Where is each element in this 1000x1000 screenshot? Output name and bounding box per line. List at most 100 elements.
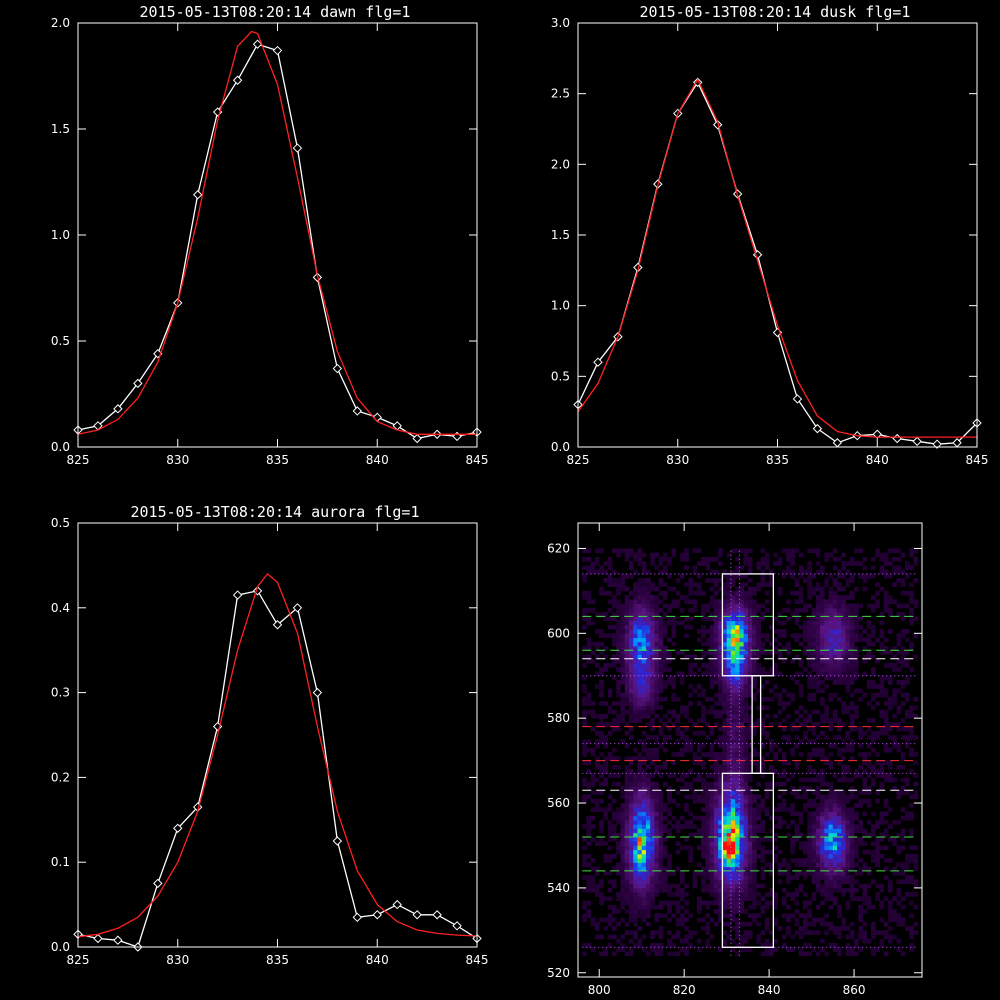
heatmap-cell: [641, 849, 647, 855]
heatmap-cell: [650, 595, 655, 600]
heatmap-cell: [786, 777, 791, 783]
heatmap-cell: [743, 832, 749, 838]
heatmap-cell: [726, 803, 732, 808]
heatmap-cell: [624, 781, 630, 787]
heatmap-cell: [824, 781, 829, 787]
heatmap-cell: [684, 556, 689, 562]
heatmap-cell: [624, 875, 630, 880]
heatmap-cell: [739, 947, 745, 952]
heatmap-cell: [586, 853, 592, 859]
heatmap-cell: [654, 735, 660, 740]
heatmap-cell: [892, 565, 897, 571]
heatmap-cell: [726, 739, 732, 745]
heatmap-cell: [658, 820, 664, 825]
heatmap-cell: [709, 858, 715, 863]
heatmap-cell: [718, 671, 723, 677]
heatmap-cell: [798, 573, 804, 579]
heatmap-cell: [650, 688, 655, 694]
heatmap-cell: [756, 565, 762, 571]
heatmap-cell: [892, 735, 897, 740]
heatmap-cell: [730, 786, 736, 791]
heatmap-cell: [718, 578, 723, 583]
heatmap-cell: [739, 616, 745, 621]
heatmap-cell: [705, 904, 711, 910]
heatmap-cell: [760, 866, 766, 872]
heatmap-cell: [815, 679, 821, 685]
heatmap-cell: [713, 828, 719, 834]
heatmap-cell: [811, 620, 817, 626]
heatmap-cell: [735, 612, 740, 617]
dawn-panel: 2015-05-13T08:20:14 dawn flg=1 825 830 835…: [51, 3, 489, 467]
heatmap-cell: [662, 870, 668, 876]
heatmap-cell: [603, 760, 609, 766]
heatmap-cell: [709, 671, 715, 677]
x-tick-label: 835: [266, 953, 289, 967]
heatmap-cell: [841, 811, 846, 817]
heatmap-cell: [896, 569, 902, 575]
heatmap-cell: [628, 849, 634, 855]
heatmap-cell: [811, 917, 817, 923]
heatmap-cell: [633, 921, 638, 927]
heatmap-cell: [752, 887, 757, 893]
heatmap-cell: [883, 866, 889, 872]
heatmap-cell: [883, 599, 889, 605]
heatmap-cell: [726, 892, 732, 897]
heatmap-cell: [739, 675, 745, 681]
heatmap-cell: [866, 790, 872, 795]
heatmap-cell: [722, 667, 728, 672]
heatmap-cell: [739, 739, 745, 745]
heatmap-cell: [854, 548, 859, 554]
heatmap-cell: [862, 781, 868, 787]
heatmap-cell: [832, 849, 838, 855]
heatmap-cell: [743, 548, 749, 554]
heatmap-cell: [828, 811, 834, 817]
heatmap-cell: [662, 696, 668, 702]
heatmap-cell: [735, 781, 740, 787]
heatmap-cell: [807, 650, 812, 655]
heatmap-cell: [892, 913, 897, 918]
heatmap-cell: [637, 688, 643, 694]
heatmap-cell: [641, 760, 647, 766]
heatmap-cell: [641, 892, 647, 897]
heatmap-cell: [815, 832, 821, 838]
heatmap-cell: [599, 612, 604, 617]
heatmap-cell: [807, 692, 812, 698]
heatmap-cell: [803, 603, 808, 609]
heatmap-cell: [709, 870, 715, 876]
heatmap-cell: [624, 637, 630, 643]
heatmap-cell: [650, 760, 655, 766]
heatmap-cell: [692, 760, 698, 766]
heatmap-cell: [696, 777, 702, 783]
heatmap-cell: [824, 841, 829, 846]
heatmap-cell: [616, 713, 621, 719]
heatmap-cell: [815, 722, 821, 728]
heatmap-cell: [803, 637, 808, 643]
heatmap-cell: [722, 641, 728, 647]
heatmap-cell: [633, 607, 638, 613]
heatmap-cell: [905, 603, 910, 609]
heatmap-cell: [616, 866, 621, 872]
heatmap-cell: [777, 870, 783, 876]
heatmap-cell: [883, 595, 889, 600]
heatmap-cell: [858, 904, 863, 910]
heatmap-cell: [611, 663, 617, 668]
heatmap-cell: [590, 599, 596, 605]
heatmap-cell: [739, 586, 745, 592]
heatmap-cell: [628, 824, 634, 829]
heatmap-cell: [696, 701, 702, 706]
heatmap-cell: [730, 752, 736, 757]
heatmap-cell: [747, 705, 753, 711]
heatmap-cell: [841, 921, 846, 927]
heatmap-cell: [764, 836, 770, 842]
heatmap-cell: [641, 667, 647, 672]
heatmap-cell: [590, 561, 596, 566]
heatmap-cell: [811, 820, 817, 825]
heatmap-cell: [679, 892, 685, 897]
heatmap-cell: [845, 667, 851, 672]
heatmap-cell: [879, 917, 885, 923]
heatmap-cell: [849, 951, 855, 957]
heatmap-cell: [747, 569, 753, 575]
heatmap-cell: [845, 675, 851, 681]
heatmap-cell: [739, 943, 745, 948]
heatmap-cell: [743, 934, 749, 940]
